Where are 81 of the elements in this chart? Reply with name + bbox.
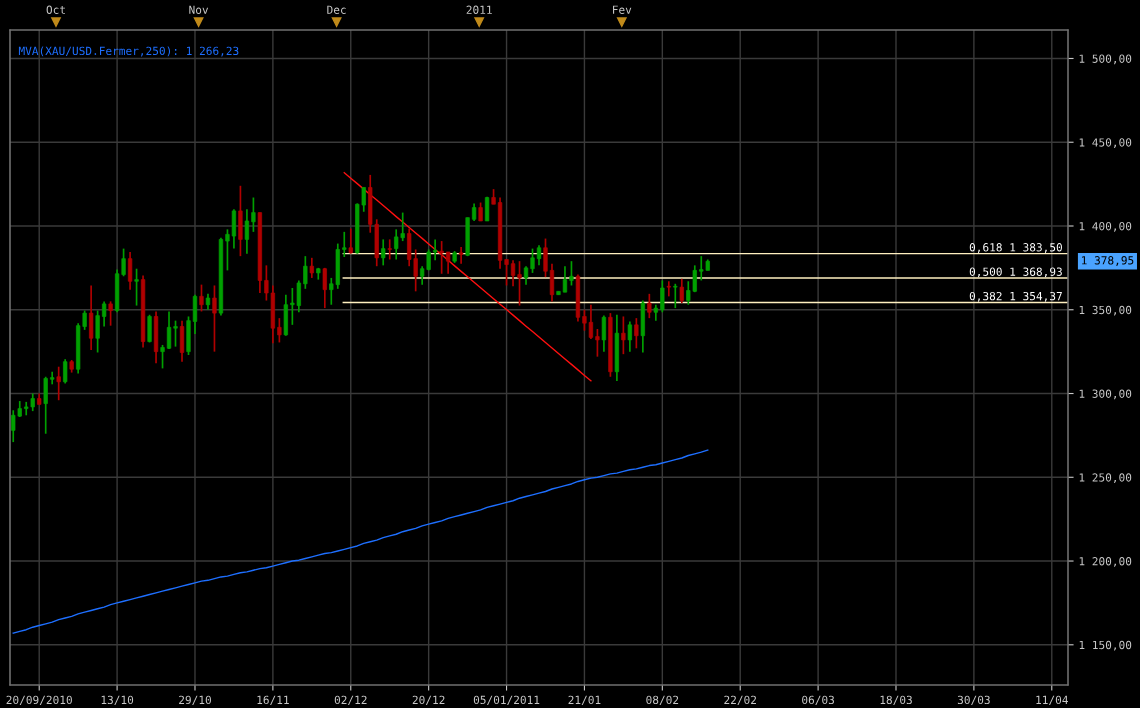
candlestick bbox=[666, 280, 671, 298]
candlestick bbox=[101, 300, 107, 328]
candlestick bbox=[647, 293, 652, 319]
candlestick bbox=[595, 328, 600, 358]
candlestick bbox=[504, 258, 509, 287]
candlestick bbox=[523, 265, 529, 286]
y-tick-label: 1 400,00 bbox=[1079, 222, 1132, 232]
x2-tick-label: Nov bbox=[189, 5, 209, 14]
x-tick-label: 21/01 bbox=[568, 695, 601, 705]
candlestick bbox=[173, 319, 178, 348]
x-tick-label: 18/03 bbox=[880, 695, 912, 705]
candlestick bbox=[309, 256, 314, 279]
candlestick bbox=[381, 238, 386, 267]
candlestick bbox=[160, 344, 165, 370]
candlestick bbox=[348, 227, 353, 255]
candlestick bbox=[108, 300, 113, 327]
candlestick bbox=[673, 282, 678, 309]
candlestick bbox=[95, 309, 100, 354]
candlestick bbox=[621, 315, 626, 355]
candlestick bbox=[251, 196, 256, 233]
candlestick bbox=[445, 251, 451, 275]
candlestick bbox=[439, 240, 444, 275]
candlestick bbox=[679, 277, 684, 304]
x-tick-label: 05/01/2011 bbox=[473, 695, 540, 705]
candlestick bbox=[199, 283, 204, 313]
candlestick bbox=[530, 247, 535, 274]
ref-line-label: 0,382 1 354,37 bbox=[969, 291, 1062, 302]
candlestick bbox=[56, 365, 61, 402]
x-tick-label: 02/12 bbox=[334, 695, 367, 705]
x2-tick-label: Dec bbox=[327, 5, 346, 14]
line-series bbox=[343, 172, 592, 382]
candlestick bbox=[342, 231, 347, 258]
candlestick bbox=[387, 238, 392, 261]
y-tick-label: 1 350,00 bbox=[1079, 305, 1132, 316]
candlestick bbox=[277, 317, 282, 344]
candlestick bbox=[510, 259, 516, 288]
candlestick bbox=[484, 195, 490, 222]
x-tick-label: 20/09/2010 bbox=[6, 695, 72, 705]
candlestick bbox=[627, 320, 633, 353]
x-tick-label: 06/03 bbox=[802, 695, 834, 705]
candlestick bbox=[543, 237, 548, 278]
candlestick bbox=[458, 246, 464, 265]
candlestick bbox=[634, 317, 639, 350]
candlestick bbox=[569, 260, 574, 287]
x2-tick-label: 2011 bbox=[466, 5, 492, 14]
y-tick-label: 1 200,00 bbox=[1079, 557, 1132, 567]
candlestick bbox=[517, 260, 522, 307]
candlestick bbox=[562, 265, 568, 294]
text: MVA(XAU/USD.Fermer,250): 1 266,23 bbox=[18, 46, 239, 57]
candlestick bbox=[478, 201, 483, 222]
candlestick bbox=[660, 279, 665, 314]
x-tick-label: 16/11 bbox=[257, 695, 289, 705]
x-tick-label: 20/12 bbox=[412, 695, 445, 705]
candlestick bbox=[166, 310, 172, 350]
y-tick-label: 1 500,00 bbox=[1079, 54, 1132, 65]
x2-tick-label: Fev bbox=[613, 5, 632, 14]
x-tick-label: 08/02 bbox=[646, 695, 679, 705]
candlestick bbox=[433, 238, 438, 262]
ref-line-label: 0,618 1 383,50 bbox=[969, 243, 1062, 253]
x-tick-label: 13/10 bbox=[101, 695, 134, 705]
y-tick-label: 1 300,00 bbox=[1079, 389, 1132, 400]
line-series bbox=[12, 449, 709, 634]
x-tick-label: 22/02 bbox=[724, 695, 756, 705]
y-tick-label: 1 250,00 bbox=[1079, 473, 1132, 484]
candlestick bbox=[244, 208, 250, 255]
candlestick bbox=[127, 251, 133, 291]
y-tick-label: 1 450,00 bbox=[1079, 138, 1132, 149]
candlestick bbox=[601, 314, 607, 353]
y-tick-label: 1 150,00 bbox=[1079, 640, 1132, 651]
x-tick-label: 30/03 bbox=[957, 695, 990, 705]
x-tick-label: 29/10 bbox=[179, 695, 211, 705]
text: 1 378,95 bbox=[1082, 256, 1134, 266]
candlestick bbox=[303, 255, 308, 290]
candlestick bbox=[212, 284, 217, 353]
candlestick bbox=[322, 267, 327, 309]
x2-tick-label: Oct bbox=[46, 5, 65, 14]
candlestick bbox=[63, 358, 68, 385]
ref-line-label: 0,500 1 368,93 bbox=[969, 267, 1062, 278]
candlestick bbox=[134, 267, 139, 307]
x-tick-label: 11/04 bbox=[1036, 695, 1068, 705]
candlestick bbox=[536, 244, 542, 267]
